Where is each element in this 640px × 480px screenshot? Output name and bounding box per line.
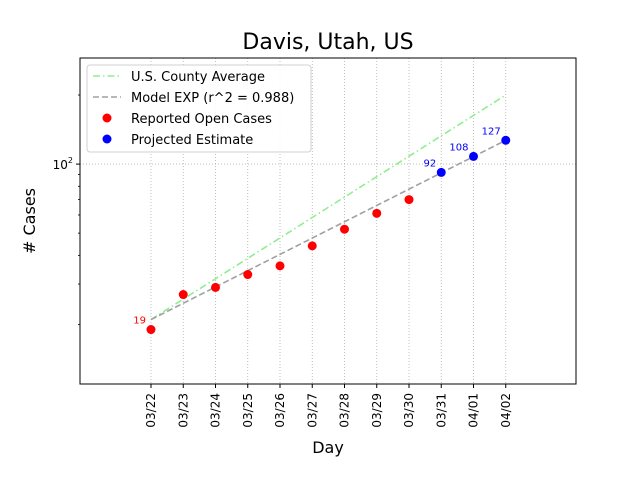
legend-label: Model EXP (r^2 = 0.988) (131, 91, 294, 106)
annotations: 19 92 108 127 (133, 126, 500, 326)
x-tick-label: 03/27 (305, 393, 319, 428)
legend-marker-swatch (102, 113, 112, 123)
data-point (178, 290, 188, 300)
chart-title: Davis, Utah, US (242, 30, 413, 55)
data-point (404, 195, 414, 205)
x-tick-label: 03/26 (273, 393, 287, 428)
data-point (372, 208, 382, 218)
x-tick-label: 03/23 (176, 393, 190, 428)
x-tick-label: 03/30 (402, 393, 416, 428)
data-point (436, 167, 446, 177)
data-point (501, 135, 511, 145)
x-tick-label: 03/31 (434, 393, 448, 428)
data-point (307, 241, 317, 251)
legend-marker-swatch (102, 134, 112, 144)
x-tick-label: 04/01 (467, 393, 481, 428)
data-label: 92 (424, 158, 437, 169)
data-point (146, 325, 156, 335)
series-line (150, 139, 507, 321)
data-point (469, 151, 478, 161)
x-tick-label: 04/02 (499, 393, 513, 428)
plot-frame (79, 57, 577, 385)
x-tick-label: 03/22 (144, 393, 158, 428)
legend-label: U.S. County Average (131, 70, 265, 85)
series-line (150, 94, 507, 321)
y-axis-label: # Cases (20, 188, 39, 254)
legend-label: Projected Estimate (131, 133, 253, 148)
data-point (340, 224, 349, 234)
x-tick-label: 03/24 (209, 393, 223, 428)
data-label: 108 (449, 142, 468, 153)
data-point (243, 270, 253, 280)
legend-box (86, 64, 312, 153)
data-point (275, 261, 285, 271)
x-tick-label: 03/25 (241, 393, 255, 428)
data-point (211, 282, 220, 292)
data-label: 127 (482, 126, 501, 137)
series-layer (146, 94, 511, 335)
x-tick-label: 03/28 (338, 393, 352, 428)
x-axis-label: Day (312, 438, 344, 457)
legend: U.S. County Average Model EXP (r^2 = 0.98… (86, 64, 312, 153)
legend-label: Reported Open Cases (131, 112, 272, 127)
x-tick-label: 03/29 (370, 393, 384, 428)
data-label: 19 (133, 316, 146, 327)
